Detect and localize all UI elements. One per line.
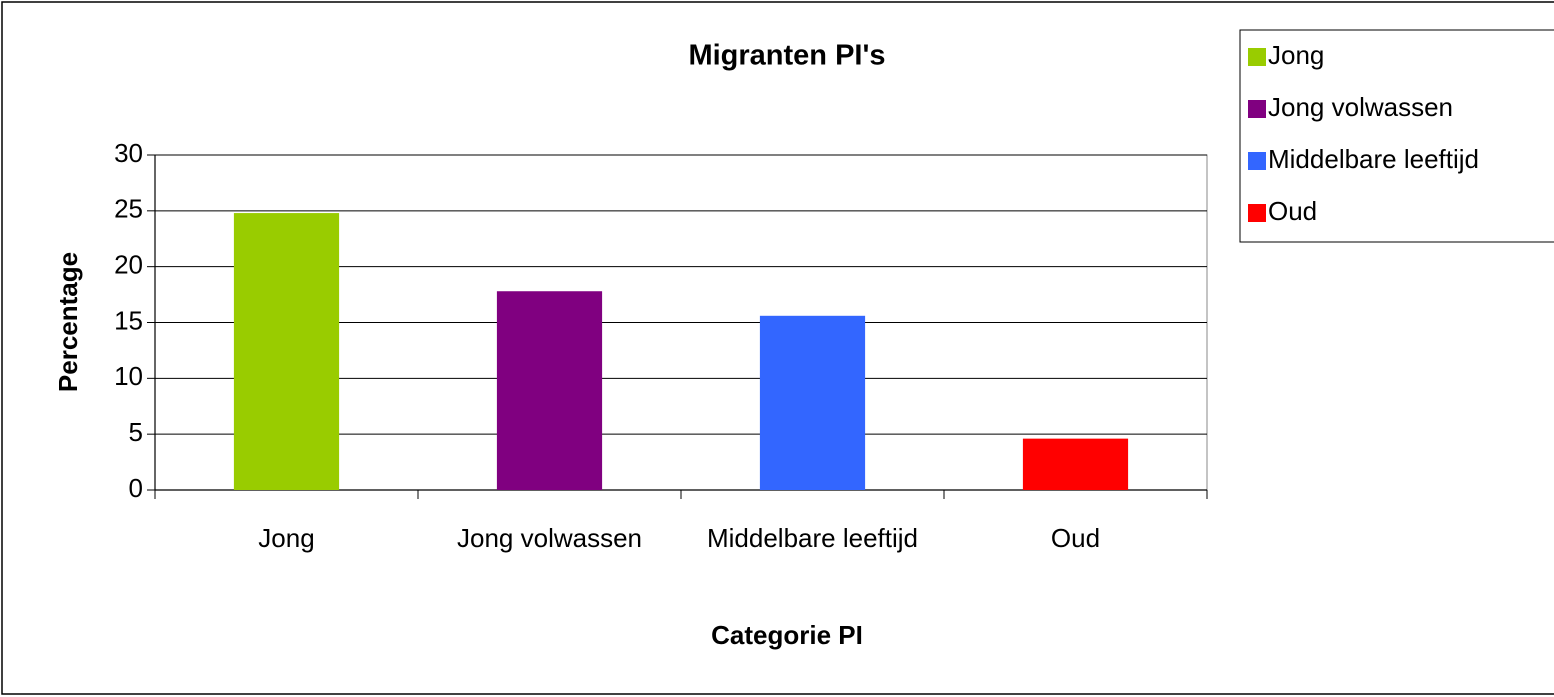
y-tick-label: 10 <box>114 361 143 391</box>
legend-label: Jong volwassen <box>1268 92 1453 122</box>
x-tick-label: Jong volwassen <box>457 523 642 553</box>
legend-label: Oud <box>1268 196 1317 226</box>
legend-swatch <box>1248 204 1266 222</box>
bar <box>233 213 340 491</box>
y-tick-label: 30 <box>114 138 143 168</box>
legend-box <box>1239 29 1554 243</box>
x-tick-label: Jong <box>258 523 314 553</box>
chart-title: Migranten PI's <box>688 40 885 72</box>
x-tick-label: Oud <box>1051 523 1100 553</box>
bar <box>496 291 603 490</box>
y-tick-label: 25 <box>114 194 143 224</box>
x-tick-label: Middelbare leeftijd <box>707 523 918 553</box>
legend-label: Jong <box>1268 40 1324 70</box>
legend-swatch <box>1248 152 1266 170</box>
bar <box>759 315 866 490</box>
y-tick-label: 0 <box>129 473 143 503</box>
y-tick-label: 20 <box>114 250 143 280</box>
y-axis-label: Percentage <box>53 252 83 392</box>
legend-swatch <box>1248 48 1266 66</box>
y-tick-label: 5 <box>129 417 143 447</box>
x-axis-label: Categorie PI <box>711 620 863 650</box>
legend-swatch <box>1248 100 1266 118</box>
legend-label: Middelbare leeftijd <box>1268 144 1479 174</box>
y-tick-label: 15 <box>114 305 143 335</box>
bar <box>1022 438 1129 490</box>
